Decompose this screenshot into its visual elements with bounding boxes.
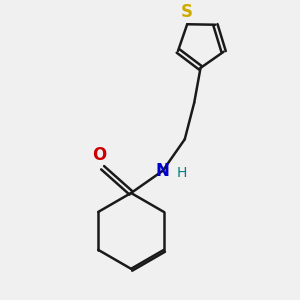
Text: H: H bbox=[176, 167, 187, 180]
Text: S: S bbox=[181, 3, 193, 21]
Text: N: N bbox=[156, 162, 170, 180]
Text: O: O bbox=[92, 146, 106, 164]
